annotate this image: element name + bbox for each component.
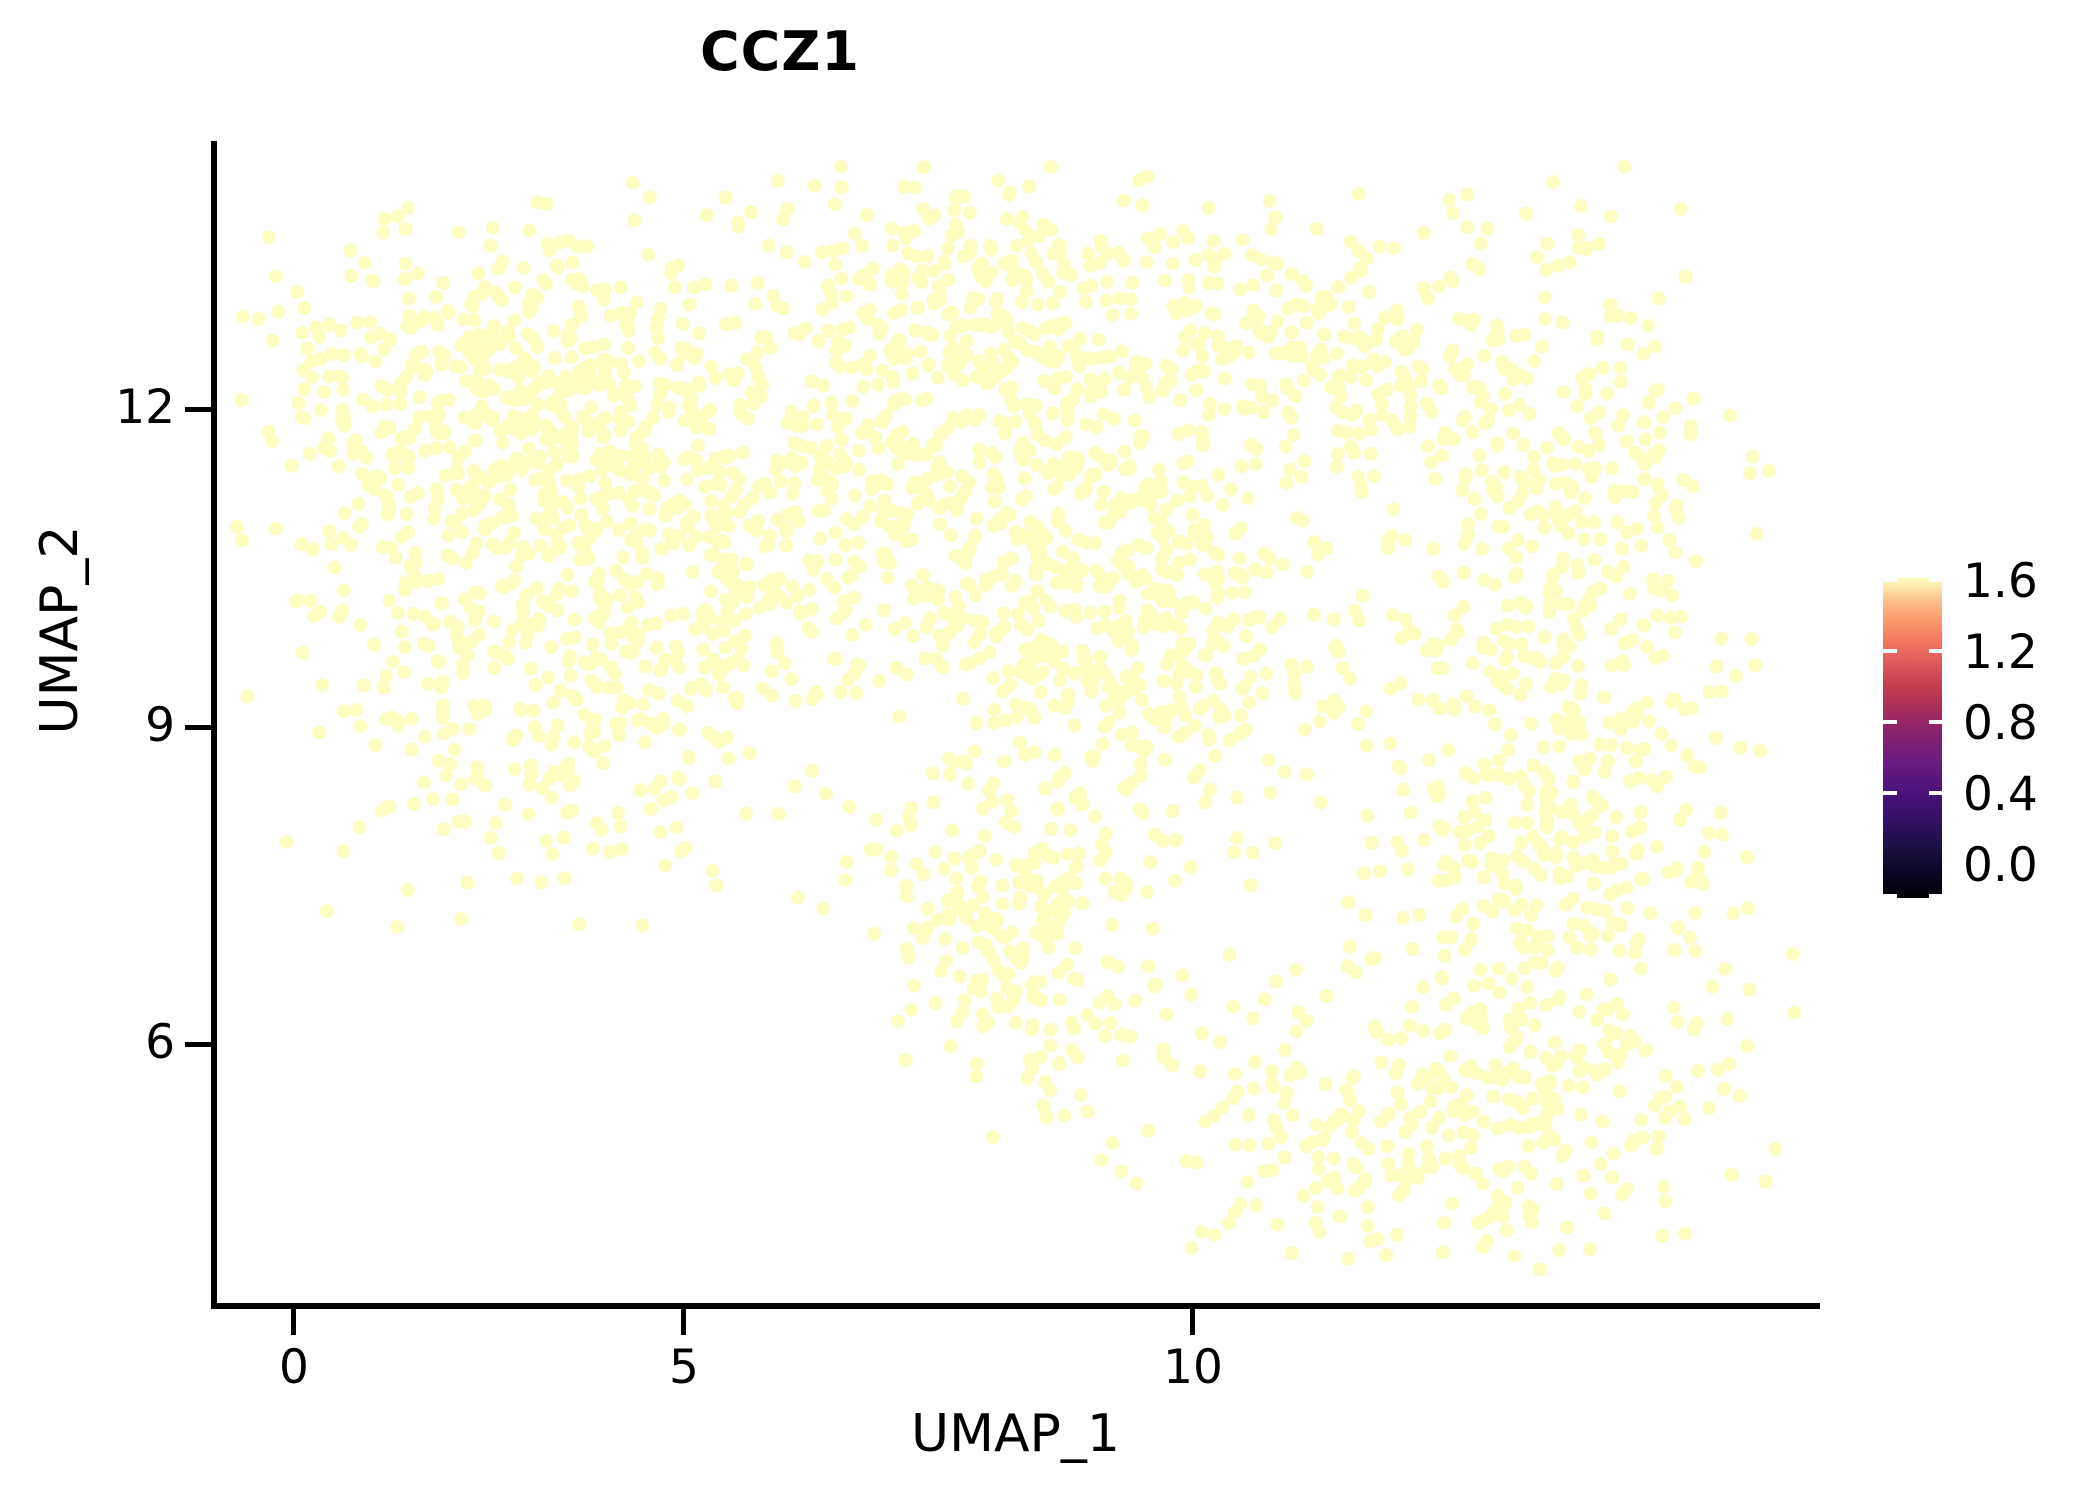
colorbar-tick-0.4-right: [1929, 791, 1943, 795]
y-tick-label-9: 9: [145, 698, 175, 753]
page-title: CCZ1: [700, 20, 860, 83]
colorbar-label-0.8: 0.8: [1963, 696, 2038, 751]
y-tick-mark-9: [185, 725, 211, 730]
colorbar-tick-1.6-right: [1929, 578, 1943, 582]
x-axis-title: UMAP_1: [911, 1404, 1120, 1464]
y-axis-title: UMAP_2: [30, 525, 90, 735]
y-tick-label-12: 12: [115, 380, 175, 435]
colorbar-tick-0.8-right: [1929, 720, 1943, 724]
y-tick-mark-12: [185, 407, 211, 412]
x-tick-label-10: 10: [1163, 1340, 1223, 1395]
colorbar-tick-1.2-right: [1929, 649, 1943, 653]
y-tick-mark-6: [185, 1042, 211, 1047]
colorbar-tick-0.0-right: [1929, 894, 1943, 898]
x-tick-mark-10: [1190, 1309, 1195, 1335]
colorbar: [1883, 578, 1943, 898]
x-axis-spine: [211, 1303, 1820, 1309]
colorbar-tick-1.6-left: [1883, 578, 1897, 582]
colorbar-label-0.4: 0.4: [1963, 767, 2038, 822]
scatter-plot-canvas: [211, 141, 1820, 1306]
colorbar-gradient: [1883, 578, 1942, 898]
colorbar-tick-0.0-left: [1883, 894, 1897, 898]
colorbar-tick-0.8-left: [1883, 720, 1897, 724]
colorbar-label-1.2: 1.2: [1963, 625, 2038, 680]
y-axis-spine: [211, 141, 217, 1309]
x-tick-label-0: 0: [279, 1340, 309, 1395]
colorbar-label-1.6: 1.6: [1963, 554, 2038, 609]
colorbar-tick-0.4-left: [1883, 791, 1897, 795]
y-tick-label-6: 6: [145, 1015, 175, 1070]
x-tick-mark-5: [681, 1309, 686, 1335]
x-tick-mark-0: [291, 1309, 296, 1335]
colorbar-tick-1.2-left: [1883, 649, 1897, 653]
colorbar-label-0.0: 0.0: [1963, 838, 2038, 893]
x-tick-label-5: 5: [669, 1340, 699, 1395]
